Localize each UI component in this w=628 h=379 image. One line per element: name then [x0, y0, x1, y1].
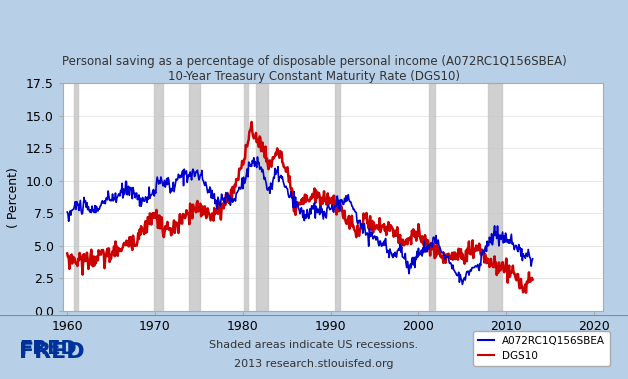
Text: 2013 research.stlouisfed.org: 2013 research.stlouisfed.org — [234, 359, 394, 369]
Text: Shaded areas indicate US recessions.: Shaded areas indicate US recessions. — [209, 340, 419, 350]
Bar — [429, 83, 435, 311]
Bar — [73, 83, 78, 311]
Text: Personal saving as a percentage of disposable personal income (A072RC1Q156SBEA): Personal saving as a percentage of dispo… — [62, 55, 566, 68]
Legend: A072RC1Q156SBEA, DGS10: A072RC1Q156SBEA, DGS10 — [473, 330, 610, 366]
Text: FRED: FRED — [19, 343, 84, 362]
Bar — [488, 83, 502, 311]
Bar — [244, 83, 248, 311]
Text: FRED: FRED — [19, 339, 77, 358]
Bar — [154, 83, 163, 311]
Text: 10-Year Treasury Constant Maturity Rate (DGS10): 10-Year Treasury Constant Maturity Rate … — [168, 70, 460, 83]
Bar — [256, 83, 268, 311]
Bar — [335, 83, 340, 311]
Bar — [189, 83, 200, 311]
Y-axis label: ( Percent): ( Percent) — [8, 167, 20, 227]
